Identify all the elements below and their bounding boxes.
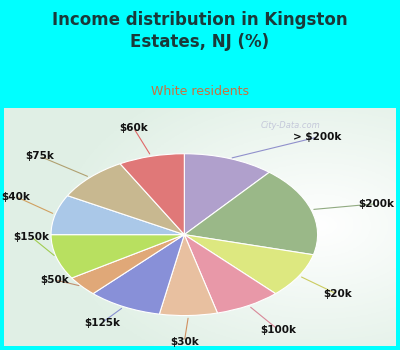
Text: $30k: $30k xyxy=(170,337,199,347)
Text: $20k: $20k xyxy=(323,289,352,299)
Text: $60k: $60k xyxy=(119,122,148,133)
Text: $150k: $150k xyxy=(14,232,50,242)
Wedge shape xyxy=(184,234,314,294)
Wedge shape xyxy=(68,164,184,234)
Text: City-Data.com: City-Data.com xyxy=(260,121,320,130)
Text: $40k: $40k xyxy=(1,191,30,202)
Text: Income distribution in Kingston
Estates, NJ (%): Income distribution in Kingston Estates,… xyxy=(52,11,348,51)
Wedge shape xyxy=(72,234,184,294)
Wedge shape xyxy=(93,234,184,314)
Text: $200k: $200k xyxy=(358,199,394,209)
Wedge shape xyxy=(51,196,184,234)
Wedge shape xyxy=(184,154,269,234)
Text: White residents: White residents xyxy=(151,85,249,98)
Wedge shape xyxy=(184,234,276,313)
Text: > $200k: > $200k xyxy=(294,132,342,142)
Text: $50k: $50k xyxy=(40,275,69,285)
Wedge shape xyxy=(51,234,184,278)
Text: $75k: $75k xyxy=(25,151,54,161)
Text: $125k: $125k xyxy=(84,318,120,328)
Wedge shape xyxy=(120,154,184,234)
Wedge shape xyxy=(184,172,318,255)
Wedge shape xyxy=(159,234,218,316)
Text: $100k: $100k xyxy=(260,325,296,335)
